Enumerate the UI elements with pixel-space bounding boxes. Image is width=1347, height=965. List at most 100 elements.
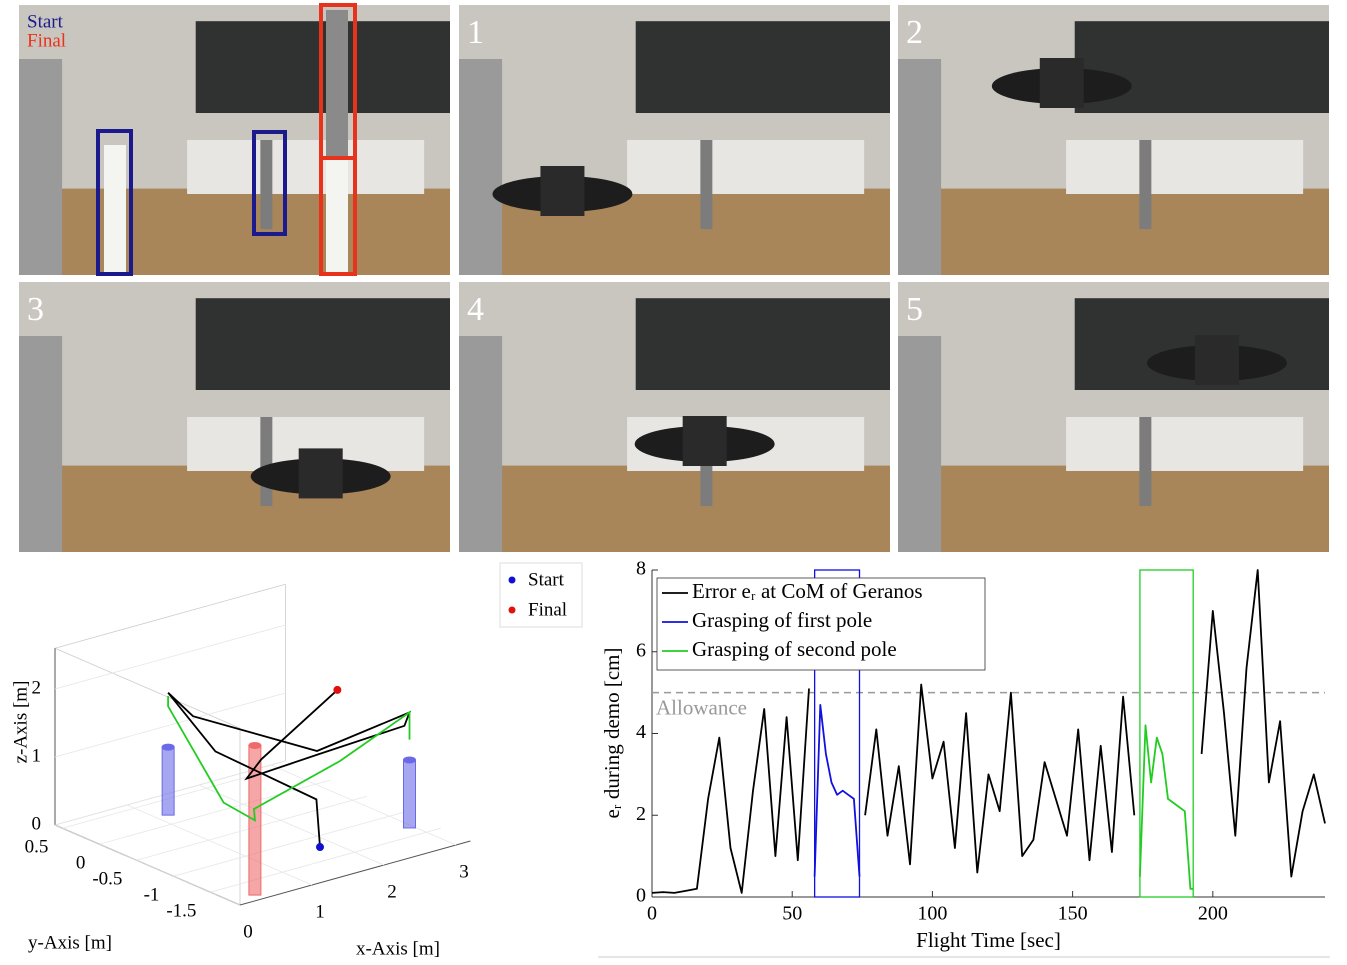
x-tick-label: 1 bbox=[315, 901, 325, 922]
x-tick-label: 0 bbox=[647, 903, 657, 925]
panel-label: 5 bbox=[906, 291, 923, 328]
panel-label: 4 bbox=[467, 291, 484, 328]
pole bbox=[260, 140, 273, 230]
cabinet bbox=[1066, 140, 1304, 194]
drone-body bbox=[298, 448, 343, 499]
column bbox=[19, 336, 63, 552]
floor bbox=[898, 465, 1329, 552]
panel-label: 2 bbox=[906, 14, 923, 51]
legend-label: Grasping of first pole bbox=[692, 608, 872, 632]
y-tick-label: -0.5 bbox=[92, 869, 122, 890]
grid-line bbox=[198, 784, 385, 866]
legend-label: Final bbox=[528, 599, 567, 620]
y-tick-label: -1.5 bbox=[166, 901, 196, 922]
grid-line bbox=[54, 824, 241, 906]
column bbox=[898, 59, 942, 275]
threshold-label: Allowance bbox=[656, 695, 747, 719]
z-tick-label: 0 bbox=[32, 813, 42, 834]
x-tick-label: 2 bbox=[387, 881, 397, 902]
photo: 2 bbox=[898, 5, 1329, 275]
y-axis-title: y-Axis [m] bbox=[28, 932, 112, 953]
legend-marker bbox=[508, 606, 516, 614]
pole-white bbox=[326, 160, 348, 273]
line bbox=[813, 704, 861, 877]
legend-box bbox=[656, 577, 986, 671]
cabinet bbox=[1066, 417, 1304, 471]
x-axis bbox=[239, 840, 471, 906]
x-axis-title: Flight Time [sec] bbox=[916, 928, 1061, 952]
z-tick-label: 1 bbox=[32, 745, 42, 766]
grid-line bbox=[270, 764, 457, 846]
y-tick-label: 2 bbox=[636, 803, 646, 825]
legend-label: Grasping of second pole bbox=[692, 637, 897, 661]
pole bbox=[700, 140, 713, 230]
line bbox=[1139, 724, 1194, 890]
photo: 3 bbox=[19, 282, 450, 552]
pole bbox=[403, 759, 416, 829]
grid-line bbox=[54, 624, 286, 690]
legend-label: Start bbox=[528, 569, 565, 590]
x-tick-label: 150 bbox=[1058, 903, 1088, 925]
highlight-box bbox=[1139, 569, 1194, 898]
highlight-box bbox=[813, 569, 861, 898]
x-tick-label: 50 bbox=[782, 903, 802, 925]
final-box bbox=[319, 156, 357, 276]
floor bbox=[898, 188, 1329, 275]
pole bbox=[260, 417, 273, 507]
line bbox=[651, 569, 1326, 894]
point bbox=[333, 685, 342, 694]
drone-body bbox=[1039, 58, 1084, 108]
y-tick-label: 6 bbox=[636, 639, 646, 661]
trajectory bbox=[167, 689, 412, 848]
column bbox=[19, 59, 63, 275]
x-axis-title: x-Axis [m] bbox=[356, 938, 440, 959]
photo: 4 bbox=[459, 282, 890, 552]
pole-top bbox=[403, 756, 416, 764]
floor bbox=[19, 188, 450, 275]
pole bbox=[1139, 417, 1152, 507]
drone-body bbox=[1194, 335, 1239, 385]
grid-line bbox=[173, 811, 404, 877]
x-tick-label: 0 bbox=[243, 921, 253, 942]
grid-line bbox=[54, 692, 286, 758]
y-tick-label: 0.5 bbox=[25, 837, 49, 858]
z-tick-label: 2 bbox=[32, 677, 42, 698]
legend-box bbox=[499, 562, 583, 628]
y-axis-title: eᵣ during demo [cm] bbox=[600, 647, 624, 818]
panel-label: 3 bbox=[27, 291, 44, 328]
y-tick-label: 4 bbox=[636, 721, 646, 743]
drone-body bbox=[682, 416, 727, 466]
blackboard bbox=[635, 298, 890, 390]
x-tick-label: 200 bbox=[1198, 903, 1228, 925]
blackboard bbox=[195, 298, 450, 390]
blackboard bbox=[635, 21, 890, 114]
start-box bbox=[96, 129, 133, 276]
x-tick-label: 100 bbox=[917, 903, 947, 925]
pole-top bbox=[161, 743, 175, 751]
column bbox=[459, 59, 503, 275]
photo: 1 bbox=[459, 5, 890, 275]
cabinet bbox=[627, 140, 865, 194]
grid-line bbox=[99, 779, 330, 845]
pole-white bbox=[104, 145, 126, 273]
cabinet bbox=[187, 140, 425, 194]
pole bbox=[1139, 140, 1152, 230]
point bbox=[316, 843, 324, 852]
trajectory bbox=[167, 696, 411, 822]
z-axis-title: z-Axis [m] bbox=[10, 681, 31, 764]
panel-label: 1 bbox=[467, 14, 484, 51]
x-tick-label: 3 bbox=[459, 861, 469, 882]
y-tick-label: 8 bbox=[636, 558, 646, 580]
floor bbox=[459, 465, 890, 552]
axis-box bbox=[54, 647, 241, 729]
y-tick-label: -1 bbox=[144, 885, 160, 906]
photo-legend: Start bbox=[27, 11, 64, 32]
y-tick-label: 0 bbox=[76, 853, 86, 874]
pole-top bbox=[248, 741, 262, 749]
legend-marker bbox=[508, 576, 516, 584]
column bbox=[459, 336, 503, 552]
axis-box bbox=[54, 583, 286, 649]
pole bbox=[161, 746, 175, 816]
